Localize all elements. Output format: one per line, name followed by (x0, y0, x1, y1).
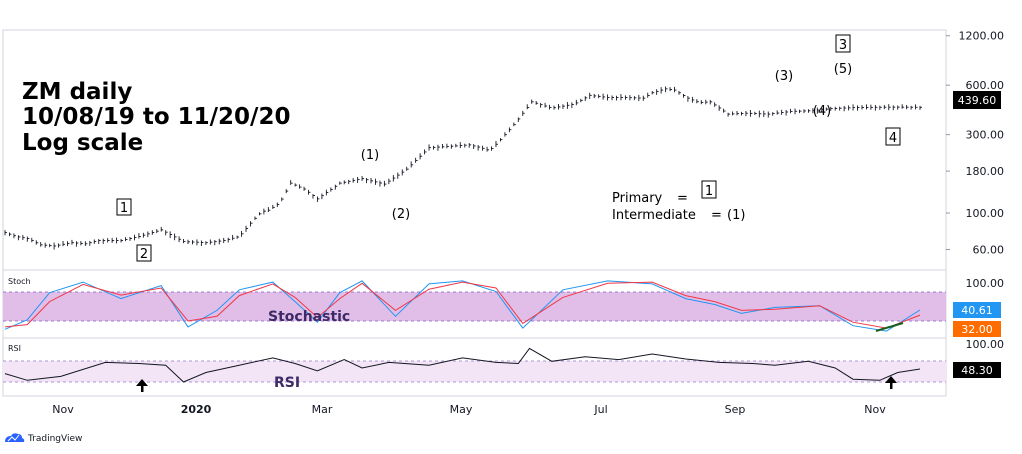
wave-label-int-5: (5) (834, 62, 852, 77)
stoch-axis-label: 100.00 (966, 277, 1005, 290)
legend-intermediate-marker: (1) (727, 208, 745, 223)
stoch-k-value: 40.61 (961, 304, 993, 317)
stoch-pane-label: Stoch (8, 277, 31, 286)
rsi-band (3, 361, 946, 382)
tradingview-logo-text: TradingView (27, 434, 82, 444)
wave-label-int-1: (1) (361, 148, 379, 163)
chart-frame (2, 29, 947, 397)
x-axis-label: Jul (593, 403, 607, 416)
legend-primary-marker: 1 (705, 184, 713, 199)
stoch-d-value: 32.00 (961, 323, 993, 336)
legend-intermediate-eq: = (711, 208, 722, 223)
price-axis-label: 1200.00 (959, 30, 1005, 43)
wave-2-box (136, 244, 152, 262)
up-arrow (136, 379, 148, 392)
tradingview-cloud-icon (5, 433, 25, 442)
price-axis-label: 300.00 (966, 129, 1005, 142)
wave-3-box (835, 34, 851, 53)
up-arrow (885, 376, 897, 389)
stoch-d-line (4, 281, 921, 329)
legend-primary-eq: = (677, 191, 688, 206)
rsi-axis-label: 100.00 (966, 338, 1005, 351)
wave-label-int-4: (4) (813, 104, 831, 119)
wave-label-int-3: (3) (775, 69, 793, 84)
stoch-k-badge (953, 302, 1001, 318)
chart-title-line-2: 10/08/19 to 11/20/20 (22, 104, 290, 130)
rsi-value: 48.30 (961, 364, 993, 377)
x-axis: Nov 2020 Mar May Jul Sep Nov (52, 403, 886, 416)
chart-title-line-1: ZM daily (22, 79, 132, 105)
price-axis-label: 180.00 (966, 165, 1005, 178)
rsi-badge (953, 362, 1001, 378)
price-axis-label: 100.00 (966, 207, 1005, 220)
last-price-value: 439.60 (958, 94, 997, 107)
price-axis: 1200.00 600.00 300.00 180.00 100.00 60.00 (946, 30, 1005, 256)
wave-label-1: 1 (120, 201, 128, 216)
wave-label-4: 4 (889, 131, 897, 146)
price-bars (4, 86, 922, 250)
x-axis-label: May (450, 403, 473, 416)
x-axis-label: Nov (864, 403, 886, 416)
legend-intermediate-label: Intermediate (612, 208, 696, 223)
last-price-badge (953, 91, 1001, 109)
rsi-band-label: RSI (274, 375, 300, 391)
x-axis-label: 2020 (181, 403, 212, 416)
x-axis-label: Mar (312, 403, 333, 416)
legend-primary-label: Primary (612, 191, 663, 206)
rsi-line (4, 347, 921, 383)
wave-1-box (116, 198, 132, 216)
wave-label-int-2: (2) (392, 207, 410, 222)
price-axis-label: 60.00 (973, 243, 1005, 256)
rsi-pane-label: RSI (8, 344, 21, 353)
wave-label-3: 3 (839, 38, 847, 53)
stoch-divergence-line (875, 322, 904, 332)
legend-primary-box (701, 180, 717, 199)
wave-label-2: 2 (140, 247, 148, 262)
x-axis-label: Sep (725, 403, 746, 416)
price-axis-label: 600.00 (966, 79, 1005, 92)
stoch-d-badge (953, 321, 1001, 337)
wave-4-box (885, 127, 901, 146)
chart-title-line-3: Log scale (22, 130, 143, 156)
x-axis-label: Nov (52, 403, 74, 416)
stochastic-band-label: Stochastic (268, 309, 350, 325)
